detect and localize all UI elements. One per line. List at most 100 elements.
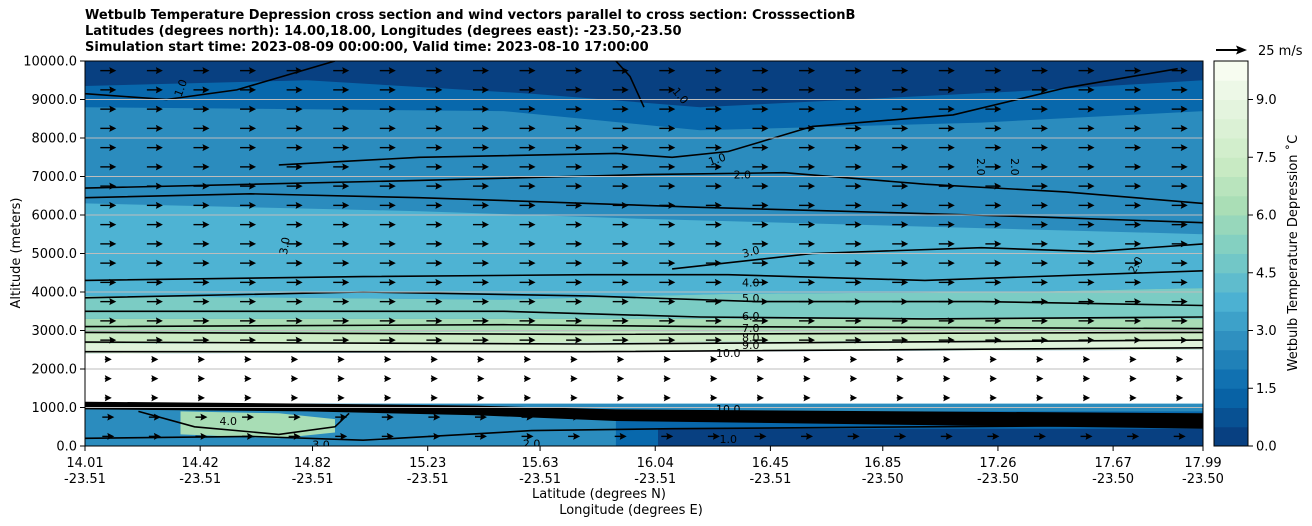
- colorbar-segment: [1214, 195, 1248, 216]
- wind-vector: [333, 259, 350, 267]
- wind-vector: [1125, 163, 1142, 171]
- wind-vector: [384, 355, 392, 363]
- wind-vector: [1078, 278, 1095, 286]
- x-tick-label-lon: -23.51: [179, 472, 221, 487]
- wind-vector-head: [575, 259, 583, 267]
- wind-vector: [1083, 375, 1091, 383]
- wind-vector: [845, 182, 862, 190]
- wind-vector-head: [854, 124, 862, 132]
- wind-vector: [426, 124, 443, 132]
- wind-vector: [705, 221, 722, 229]
- wind-vector-head: [247, 432, 255, 440]
- wind-vector: [379, 182, 396, 190]
- wind-vector: [659, 67, 676, 75]
- wind-vector: [335, 432, 348, 440]
- wind-vector-head: [435, 278, 443, 286]
- wind-vector-head: [435, 201, 443, 209]
- x-tick-label-lat: 14.42: [182, 456, 219, 471]
- wind-vector-head: [714, 163, 722, 171]
- wind-vector: [938, 336, 955, 344]
- wind-vector-head: [761, 182, 769, 190]
- wind-vector: [1125, 336, 1142, 344]
- wind-vector-head: [1129, 394, 1137, 402]
- wind-vector-head: [155, 259, 163, 267]
- contour-label: 5.0: [742, 292, 760, 305]
- wind-vector-head: [854, 144, 862, 152]
- wind-vector: [847, 413, 860, 421]
- wind-vector-head: [155, 278, 163, 286]
- wind-vector-head: [249, 163, 257, 171]
- wind-vector: [519, 221, 536, 229]
- wind-vector-head: [668, 336, 676, 344]
- wind-vector: [1125, 278, 1142, 286]
- wind-vector: [426, 298, 443, 306]
- wind-vector: [519, 105, 536, 113]
- wind-vector-head: [481, 201, 489, 209]
- wind-vector: [566, 182, 583, 190]
- wind-vector-head: [947, 182, 955, 190]
- wind-vector: [1031, 240, 1048, 248]
- wind-vector: [938, 278, 955, 286]
- wind-vector: [707, 413, 720, 421]
- wind-vector: [288, 432, 301, 440]
- wind-vector-head: [854, 86, 862, 94]
- wind-vector: [426, 163, 443, 171]
- x-axis-label-longitude: Longitude (degrees E): [559, 503, 703, 518]
- wind-vector-head: [388, 317, 396, 325]
- wind-vector: [333, 298, 350, 306]
- wind-vector-head: [104, 375, 112, 383]
- wind-vector-head: [947, 163, 955, 171]
- wind-vector-head: [668, 317, 676, 325]
- wind-vector: [286, 259, 303, 267]
- wind-vector: [1125, 221, 1142, 229]
- wind-vector-head: [761, 86, 769, 94]
- wind-vector-head: [901, 221, 909, 229]
- wind-vector-head: [1134, 259, 1142, 267]
- wind-vector-head: [1040, 240, 1048, 248]
- wind-vector: [985, 336, 1002, 344]
- wind-vector: [659, 86, 676, 94]
- wind-vector-head: [435, 298, 443, 306]
- wind-vector-head: [854, 336, 862, 344]
- wind-vector: [938, 221, 955, 229]
- wind-vector-head: [528, 124, 536, 132]
- wind-vector-head: [481, 124, 489, 132]
- wind-vector-head: [155, 240, 163, 248]
- wind-vector-head: [435, 259, 443, 267]
- wind-vector: [1176, 375, 1184, 383]
- wind-vector: [426, 86, 443, 94]
- contour-label: 6.0: [742, 310, 760, 323]
- wind-vector: [756, 355, 764, 363]
- wind-vector-head: [668, 221, 676, 229]
- wind-vector: [1125, 298, 1142, 306]
- wind-vector: [426, 240, 443, 248]
- wind-vector-head: [575, 240, 583, 248]
- wind-vector: [472, 201, 489, 209]
- x-tick-label-lon: -23.51: [519, 472, 561, 487]
- wind-vector-head: [340, 413, 348, 421]
- colorbar-segment: [1214, 330, 1248, 351]
- wind-vector: [146, 278, 163, 286]
- wind-vector-head: [1040, 124, 1048, 132]
- wind-vector-head: [295, 259, 303, 267]
- wind-vector: [661, 413, 674, 421]
- wind-vector: [100, 182, 117, 190]
- wind-vector: [337, 375, 345, 383]
- wind-vector: [519, 182, 536, 190]
- wind-vector-head: [992, 413, 1000, 421]
- wind-vector-head: [481, 259, 489, 267]
- wind-vector-head: [1129, 375, 1137, 383]
- wind-vector: [333, 163, 350, 171]
- wind-vector-head: [295, 124, 303, 132]
- x-tick-label-lat: 17.67: [1095, 456, 1132, 471]
- contour-fill-mid-band: [85, 203, 1203, 300]
- wind-vector-head: [107, 413, 115, 421]
- wind-vector-head: [756, 375, 764, 383]
- wind-vector-head: [714, 259, 722, 267]
- wind-vector-head: [714, 67, 722, 75]
- wind-vector: [337, 394, 345, 402]
- wind-vector: [1078, 144, 1095, 152]
- wind-vector: [100, 298, 117, 306]
- wind-vector: [1171, 336, 1188, 344]
- wind-vector: [1031, 163, 1048, 171]
